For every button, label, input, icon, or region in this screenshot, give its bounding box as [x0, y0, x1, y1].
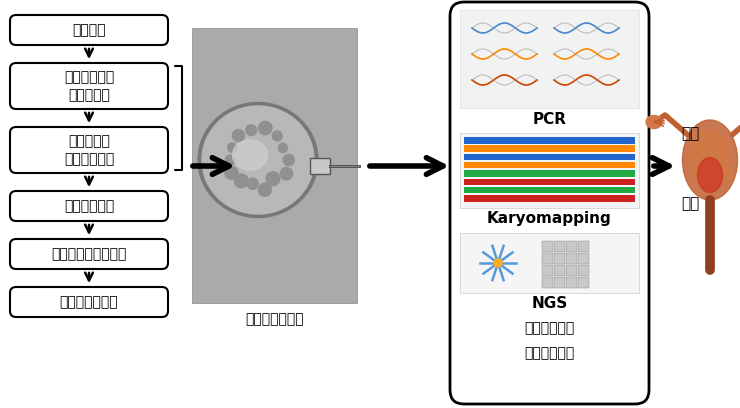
Bar [542, 253, 553, 264]
Ellipse shape [690, 130, 730, 190]
Bar [566, 265, 577, 276]
Bar [460, 10, 639, 108]
Bar [460, 233, 639, 293]
Ellipse shape [235, 174, 248, 188]
Ellipse shape [646, 115, 662, 129]
FancyBboxPatch shape [450, 2, 649, 404]
Text: 囊胚期胚胎活检: 囊胚期胚胎活检 [60, 295, 118, 309]
Bar [464, 162, 635, 169]
Bar [554, 253, 565, 264]
FancyBboxPatch shape [10, 191, 168, 221]
Ellipse shape [283, 154, 295, 166]
FancyBboxPatch shape [10, 63, 168, 109]
Ellipse shape [266, 172, 280, 186]
Bar [566, 277, 577, 288]
Bar [554, 241, 565, 252]
Text: 健康: 健康 [681, 126, 699, 142]
Bar [554, 277, 565, 288]
Ellipse shape [682, 120, 738, 200]
Bar [464, 170, 635, 177]
Text: 控制性促排卵: 控制性促排卵 [64, 199, 114, 213]
Ellipse shape [494, 259, 502, 267]
Bar [542, 265, 553, 276]
Ellipse shape [246, 125, 257, 135]
Bar [542, 277, 553, 288]
Ellipse shape [247, 178, 258, 189]
Text: 染色体与基因
致病突变检测: 染色体与基因 致病突变检测 [525, 321, 575, 360]
Bar [578, 265, 589, 276]
Bar [464, 187, 635, 193]
Bar [578, 277, 589, 288]
Ellipse shape [278, 143, 288, 153]
Bar [460, 133, 639, 208]
FancyBboxPatch shape [10, 127, 168, 173]
Ellipse shape [258, 183, 272, 196]
Text: PCR: PCR [533, 111, 567, 126]
Text: 胚胎: 胚胎 [681, 197, 699, 211]
Text: 单体型分析
和致病链确认: 单体型分析 和致病链确认 [64, 134, 114, 166]
Ellipse shape [272, 131, 282, 141]
Bar [554, 265, 565, 276]
Text: Karyomapping: Karyomapping [487, 211, 612, 226]
Bar [464, 195, 635, 202]
FancyBboxPatch shape [10, 239, 168, 269]
Bar [192, 28, 357, 303]
Bar [464, 137, 635, 144]
Ellipse shape [258, 122, 272, 135]
Bar [542, 241, 553, 252]
Text: 单精子卵胞浆内注射: 单精子卵胞浆内注射 [51, 247, 127, 261]
Ellipse shape [232, 129, 245, 142]
FancyBboxPatch shape [10, 15, 168, 45]
Text: NGS: NGS [531, 297, 568, 311]
Ellipse shape [198, 102, 318, 217]
Ellipse shape [225, 166, 238, 180]
Ellipse shape [698, 157, 722, 193]
FancyBboxPatch shape [10, 287, 168, 317]
Bar [310, 157, 330, 173]
Ellipse shape [202, 106, 314, 214]
Ellipse shape [226, 155, 235, 165]
Bar [566, 241, 577, 252]
Bar [464, 145, 635, 152]
Bar [578, 253, 589, 264]
Ellipse shape [232, 140, 267, 170]
Ellipse shape [228, 143, 237, 152]
Text: 遗传咨询: 遗传咨询 [73, 23, 106, 37]
Ellipse shape [280, 167, 293, 180]
Text: 突变位点检测
及家系分析: 突变位点检测 及家系分析 [64, 70, 114, 102]
Bar [464, 153, 635, 160]
Bar [566, 253, 577, 264]
Bar [464, 179, 635, 185]
Bar [578, 241, 589, 252]
Text: 滋养外胚层活检: 滋养外胚层活检 [245, 312, 304, 326]
